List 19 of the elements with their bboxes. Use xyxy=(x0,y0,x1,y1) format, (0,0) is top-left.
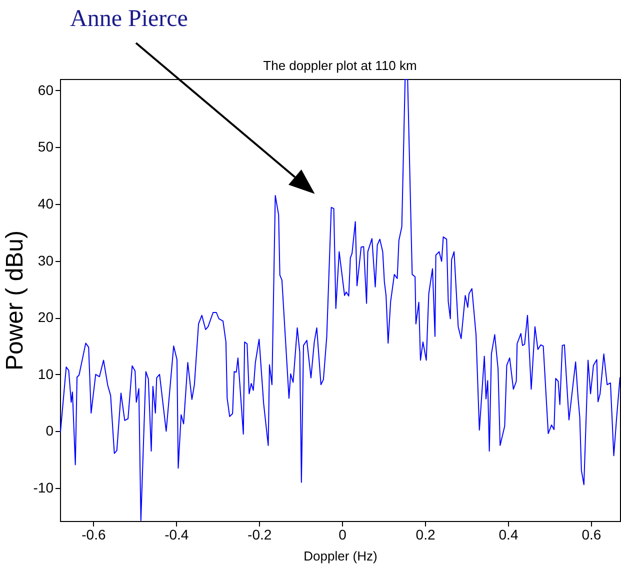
y-tick-label: 10 xyxy=(38,366,54,382)
y-tick-label: -10 xyxy=(33,480,54,496)
x-tick-label: -0.6 xyxy=(82,526,106,542)
x-axis-title: Doppler (Hz) xyxy=(304,548,378,564)
x-tick-label: 0.6 xyxy=(582,526,602,542)
y-tick-label: 40 xyxy=(38,195,54,212)
y-tick-label: 20 xyxy=(38,309,54,326)
x-tick-label: 0.2 xyxy=(416,526,436,542)
y-axis-title: Power ( dBu) xyxy=(1,230,28,371)
x-tick-label: -0.4 xyxy=(164,526,189,542)
y-tick-label: 0 xyxy=(46,422,54,439)
y-tick-label: 60 xyxy=(38,82,54,98)
chart-title: The doppler plot at 110 km xyxy=(263,58,417,73)
x-tick-label: 0.4 xyxy=(498,526,518,542)
y-tick-label: 50 xyxy=(38,138,54,155)
y-tick-label: 30 xyxy=(38,252,54,268)
text: Anne Pierce xyxy=(70,6,188,33)
x-tick-label: 0 xyxy=(338,526,347,542)
x-tick-label: -0.2 xyxy=(248,526,272,542)
